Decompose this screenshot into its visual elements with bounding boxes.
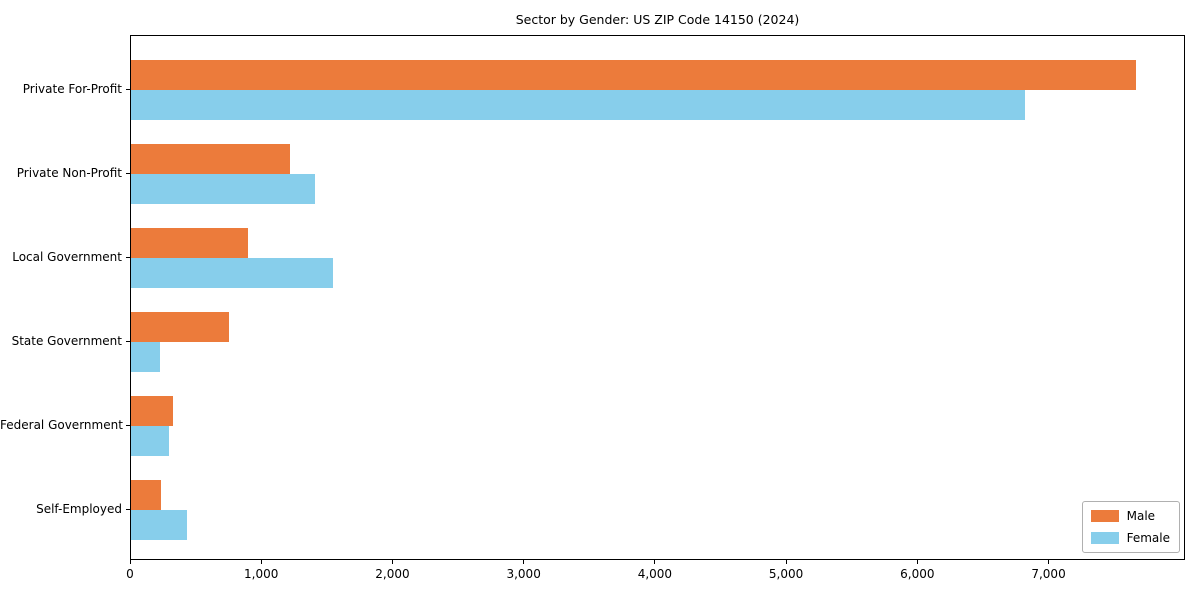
bar-male-3 bbox=[131, 312, 230, 342]
x-tick-label: 6,000 bbox=[900, 567, 935, 581]
bar-female-5 bbox=[131, 510, 188, 540]
bar-male-5 bbox=[131, 480, 162, 510]
x-tick-mark bbox=[916, 560, 918, 564]
bar-male-0 bbox=[131, 60, 1137, 90]
legend-swatch-male bbox=[1090, 510, 1119, 522]
legend-entry-female: Female bbox=[1090, 529, 1170, 547]
bar-female-4 bbox=[131, 426, 170, 456]
y-tick-mark bbox=[126, 341, 130, 342]
y-tick-label: Federal Government bbox=[0, 418, 123, 432]
x-tick-label: 3,000 bbox=[506, 567, 541, 581]
x-tick-label: 5,000 bbox=[768, 567, 804, 581]
chart-title: Sector by Gender: US ZIP Code 14150 (202… bbox=[515, 12, 800, 27]
legend-label-male: Male bbox=[1126, 509, 1156, 523]
bar-female-1 bbox=[131, 174, 315, 204]
y-tick-label: Self-Employed bbox=[36, 502, 122, 516]
y-tick-label: Private Non-Profit bbox=[16, 166, 122, 180]
bar-male-2 bbox=[131, 228, 248, 258]
y-tick-mark bbox=[126, 257, 130, 258]
bar-female-0 bbox=[131, 90, 1025, 120]
y-tick-label: Private For-Profit bbox=[22, 82, 122, 96]
x-tick-label: 4,000 bbox=[637, 567, 673, 581]
bar-male-1 bbox=[131, 144, 290, 174]
x-tick-label: 2,000 bbox=[375, 567, 410, 581]
y-tick-mark bbox=[126, 89, 130, 90]
legend-swatch-female bbox=[1090, 532, 1119, 544]
x-tick-label: 7,000 bbox=[1031, 567, 1066, 581]
y-tick-label: Local Government bbox=[12, 250, 122, 264]
legend-entry-male: Male bbox=[1090, 507, 1170, 525]
legend: Male Female bbox=[1081, 501, 1180, 553]
x-tick-mark bbox=[260, 560, 262, 564]
x-tick-mark bbox=[523, 560, 525, 564]
plot-area: Male Female bbox=[130, 35, 1185, 560]
x-tick-mark bbox=[1048, 560, 1050, 564]
bar-female-2 bbox=[131, 258, 334, 288]
y-tick-mark bbox=[126, 173, 130, 174]
x-tick-mark bbox=[785, 560, 787, 564]
x-tick-mark bbox=[391, 560, 393, 564]
x-tick-label: 0 bbox=[126, 567, 134, 581]
x-tick-mark bbox=[129, 560, 131, 564]
x-tick-label: 1,000 bbox=[244, 567, 279, 581]
bar-male-4 bbox=[131, 396, 173, 426]
y-tick-mark bbox=[126, 509, 130, 510]
legend-label-female: Female bbox=[1126, 531, 1170, 545]
bar-female-3 bbox=[131, 342, 160, 372]
y-tick-mark bbox=[126, 425, 130, 426]
x-tick-mark bbox=[654, 560, 656, 564]
y-tick-label: State Government bbox=[11, 334, 122, 348]
